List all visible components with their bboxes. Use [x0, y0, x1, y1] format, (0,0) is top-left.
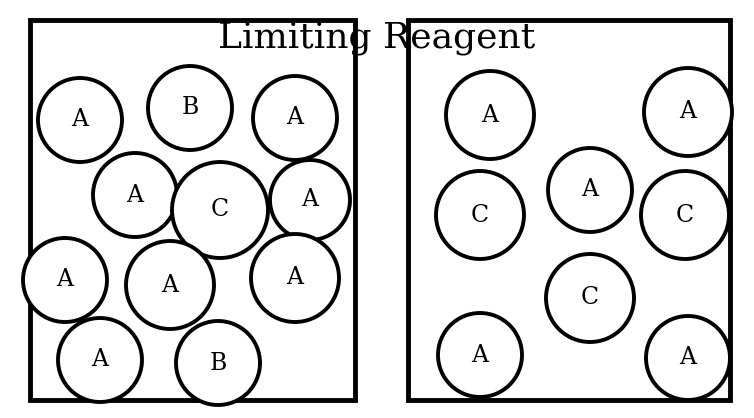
Circle shape: [93, 153, 177, 237]
Circle shape: [644, 68, 732, 156]
Text: A: A: [72, 109, 88, 132]
Text: A: A: [57, 268, 73, 291]
Text: C: C: [471, 204, 489, 227]
Circle shape: [446, 71, 534, 159]
Circle shape: [176, 321, 260, 405]
Circle shape: [251, 234, 339, 322]
Circle shape: [23, 238, 107, 322]
Circle shape: [548, 148, 632, 232]
Circle shape: [646, 316, 730, 400]
Text: B: B: [181, 97, 199, 120]
Text: A: A: [482, 104, 498, 127]
Text: A: A: [287, 107, 304, 130]
Circle shape: [546, 254, 634, 342]
Bar: [408, 20, 730, 400]
Text: A: A: [679, 100, 697, 123]
Circle shape: [641, 171, 729, 259]
Text: A: A: [302, 189, 318, 212]
Circle shape: [38, 78, 122, 162]
Circle shape: [438, 313, 522, 397]
Text: C: C: [581, 286, 599, 309]
Text: A: A: [127, 184, 143, 206]
Text: A: A: [91, 349, 109, 372]
Text: A: A: [581, 178, 599, 201]
Text: Limiting Reagent: Limiting Reagent: [219, 21, 535, 55]
Text: A: A: [471, 344, 489, 367]
Text: A: A: [287, 267, 304, 290]
Text: A: A: [679, 347, 697, 370]
Circle shape: [253, 76, 337, 160]
Circle shape: [58, 318, 142, 402]
Circle shape: [148, 66, 232, 150]
Circle shape: [172, 162, 268, 258]
Circle shape: [436, 171, 524, 259]
Circle shape: [126, 241, 214, 329]
Text: B: B: [210, 352, 227, 375]
Text: C: C: [676, 204, 694, 227]
Circle shape: [270, 160, 350, 240]
Bar: [30, 20, 355, 400]
Text: A: A: [161, 273, 179, 296]
Text: C: C: [211, 199, 229, 222]
